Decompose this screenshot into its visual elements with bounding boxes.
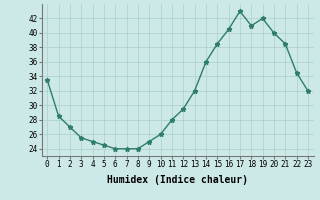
X-axis label: Humidex (Indice chaleur): Humidex (Indice chaleur) <box>107 175 248 185</box>
